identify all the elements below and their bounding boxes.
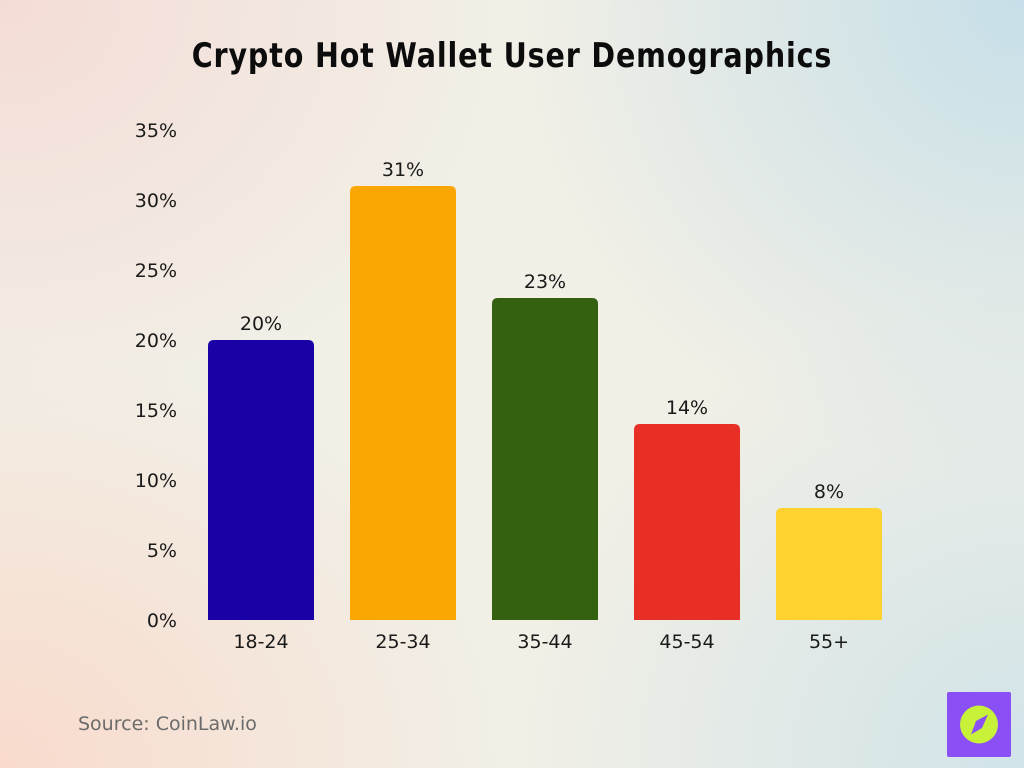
bars (208, 186, 882, 620)
y-tick-label: 35% (135, 120, 177, 142)
bar-45-54 (634, 424, 740, 620)
x-tick-label-25-34: 25-34 (375, 631, 430, 653)
x-tick-label-45-54: 45-54 (659, 631, 714, 653)
data-label-45-54: 14% (666, 397, 708, 419)
data-label-25-34: 31% (382, 159, 424, 181)
compass-icon (960, 705, 998, 744)
x-tick-label-55+: 55+ (809, 631, 849, 653)
source-note: Source: CoinLaw.io (78, 713, 257, 735)
data-labels: 20% 31% 23% 14% 8% (240, 159, 844, 503)
bar-25-34 (350, 186, 456, 620)
chart-title: Crypto Hot Wallet User Demographics (191, 36, 833, 76)
bar-18-24 (208, 340, 314, 620)
y-tick-label: 30% (135, 190, 177, 212)
data-label-18-24: 20% (240, 313, 282, 335)
x-axis: 18-24 25-34 35-44 45-54 55+ (233, 631, 849, 653)
x-tick-label-35-44: 35-44 (517, 631, 572, 653)
y-axis: 0% 5% 10% 15% 20% 25% 30% 35% (135, 120, 177, 632)
data-label-35-44: 23% (524, 271, 566, 293)
bar-55+ (776, 508, 882, 620)
y-tick-label: 5% (147, 540, 177, 562)
y-tick-label: 20% (135, 330, 177, 352)
y-tick-label: 0% (147, 610, 177, 632)
y-tick-label: 10% (135, 470, 177, 492)
y-tick-label: 25% (135, 260, 177, 282)
y-tick-label: 15% (135, 400, 177, 422)
data-label-55+: 8% (814, 481, 844, 503)
bar-35-44 (492, 298, 598, 620)
x-tick-label-18-24: 18-24 (233, 631, 288, 653)
brand-logo (947, 692, 1011, 757)
